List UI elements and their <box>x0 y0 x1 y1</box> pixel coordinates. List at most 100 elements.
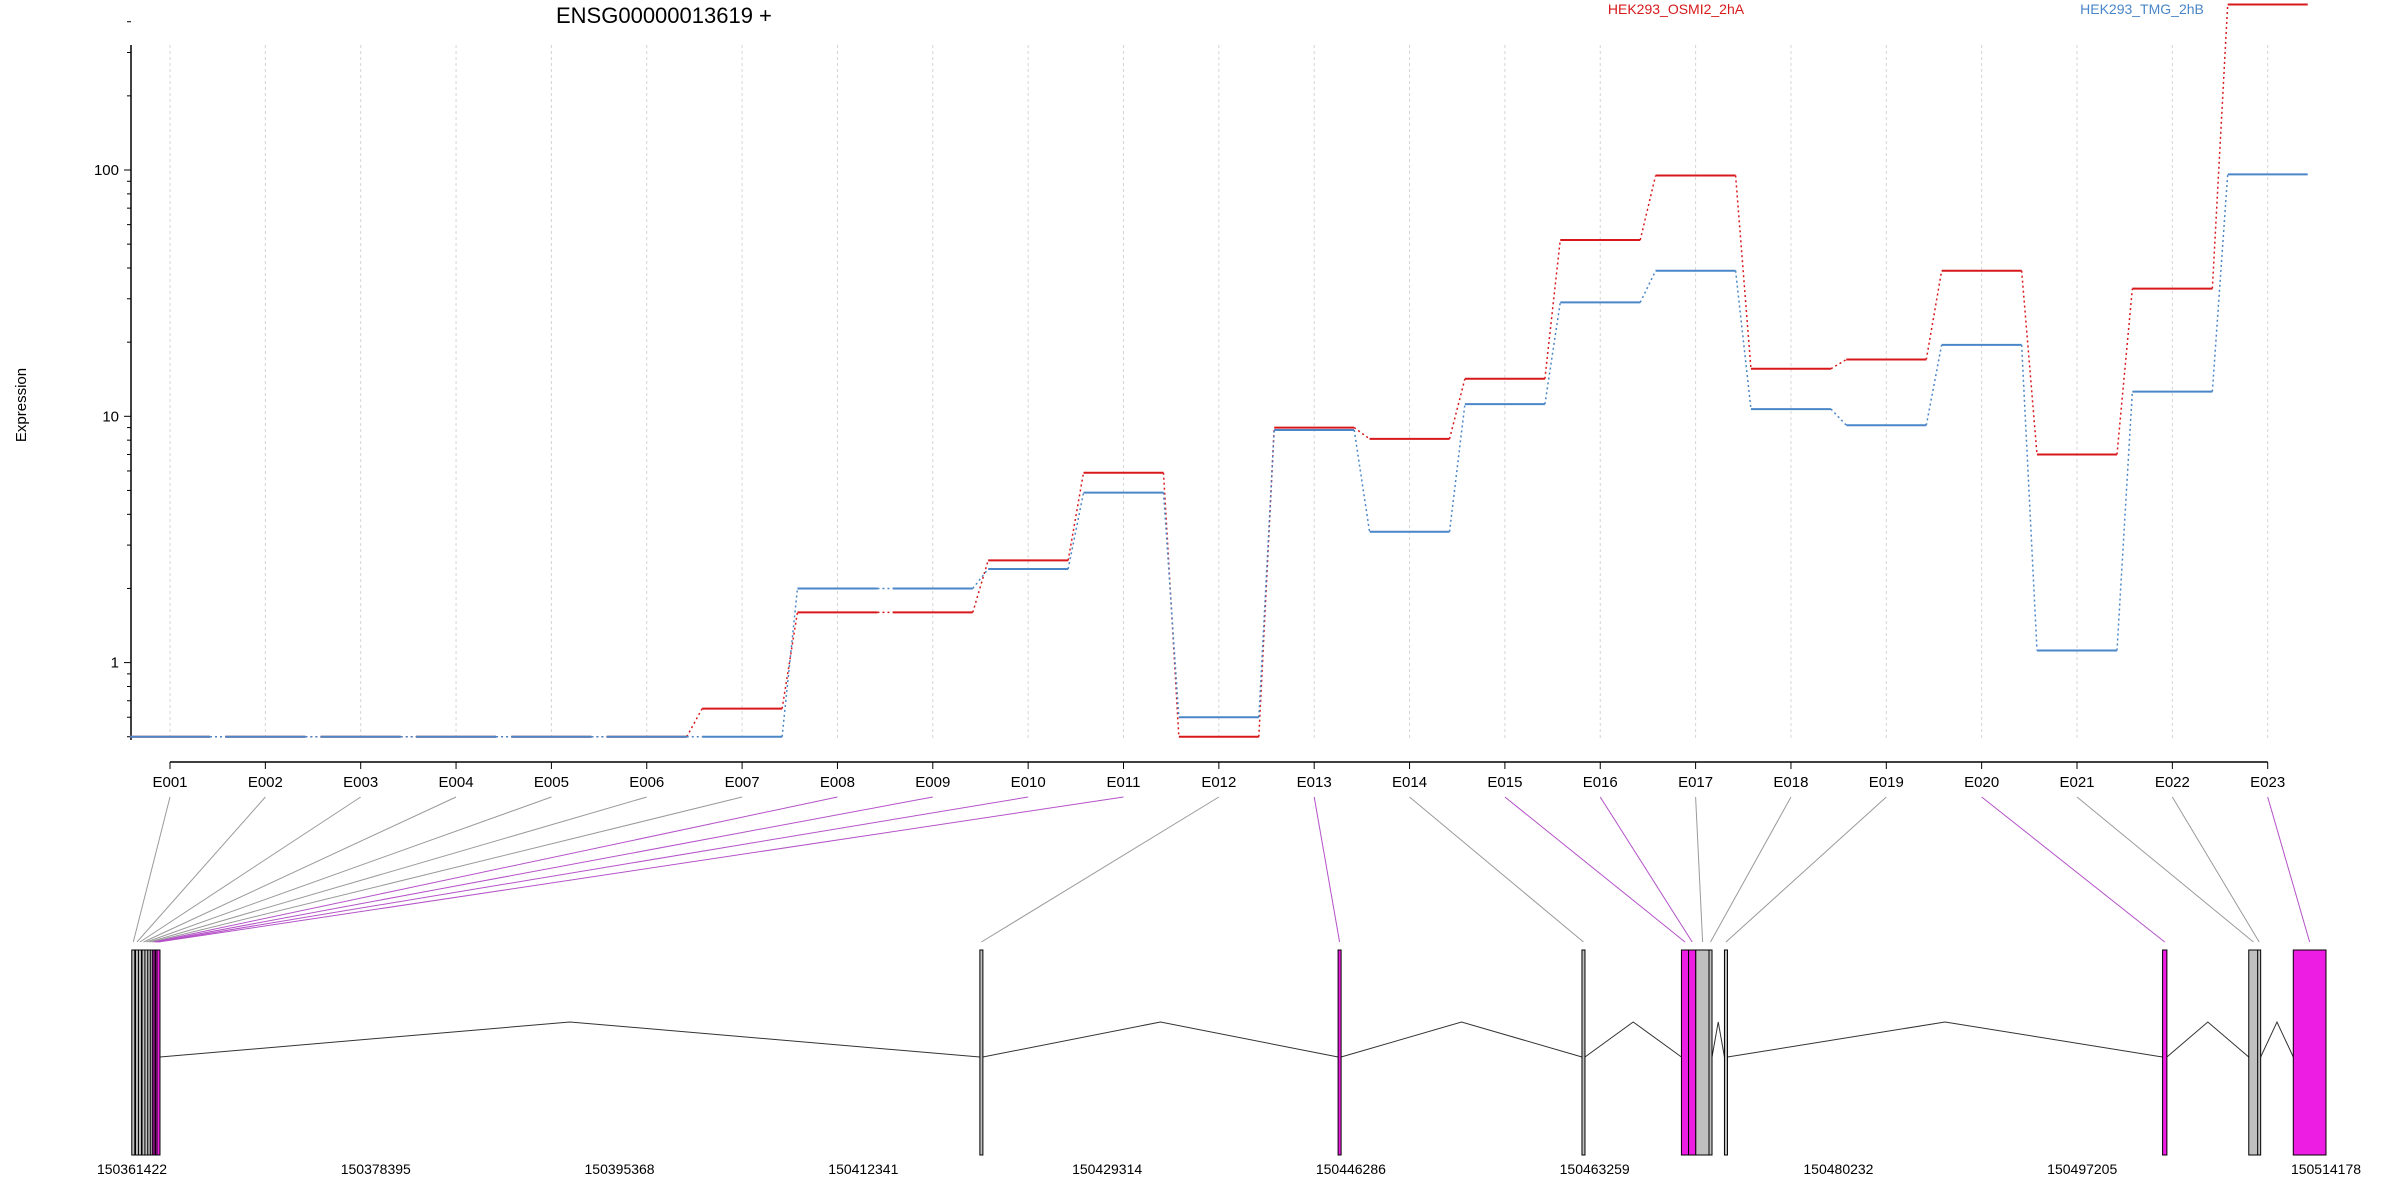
exon-label-E023: E023 <box>2250 774 2285 791</box>
exon-label-E003: E003 <box>343 774 378 791</box>
chart-title: ENSG00000013619 + <box>556 3 772 28</box>
exon-label-E010: E010 <box>1011 774 1046 791</box>
exon-link-E014 <box>1409 796 1584 943</box>
exon-link-E015 <box>1504 796 1686 943</box>
exon-label-E012: E012 <box>1201 774 1236 791</box>
coordinate-label: 150378395 <box>341 1161 411 1177</box>
exon-box-E014 <box>1581 949 1586 1156</box>
connector-line <box>1639 270 1657 303</box>
grid-lines <box>169 45 2269 740</box>
connector-line <box>2211 174 2229 392</box>
exon-link-E020 <box>1981 796 2166 943</box>
exon-label-E021: E021 <box>2059 774 2094 791</box>
connector-line <box>1448 404 1466 532</box>
exon-label-E001: E001 <box>152 774 187 791</box>
exon-box-E023 <box>2292 949 2327 1156</box>
exon-label-E022: E022 <box>2155 774 2190 791</box>
coordinate-label: 150497205 <box>2047 1161 2117 1177</box>
intron-line <box>982 1021 1339 1058</box>
connector-line <box>1448 378 1466 440</box>
exon-link-E022 <box>2171 796 2260 943</box>
exon-box-E012 <box>979 949 984 1156</box>
series-layer <box>130 3 2308 738</box>
exon-label-E016: E016 <box>1583 774 1618 791</box>
legend-entry-2: HEK293_TMG_2hB <box>2080 1 2204 17</box>
exon-label-E019: E019 <box>1869 774 1904 791</box>
exon-label-E017: E017 <box>1678 774 1713 791</box>
exon-link-E011 <box>158 796 1124 943</box>
connector-line <box>2020 270 2038 455</box>
connector-line <box>1544 302 1561 405</box>
connector-line <box>1830 408 1847 426</box>
y-axis: 1 10 100 <box>94 21 132 740</box>
connector-line <box>2211 4 2229 289</box>
connector-line <box>1353 426 1370 440</box>
connector-line <box>686 708 703 738</box>
connector-line <box>972 568 989 589</box>
exon-label-E011: E011 <box>1107 774 1141 791</box>
y-tick-label: 1 <box>111 655 119 672</box>
intron-line <box>2166 1021 2250 1058</box>
exon-label-E009: E009 <box>915 774 950 791</box>
exon-label-E015: E015 <box>1487 774 1522 791</box>
exon-label-E020: E020 <box>1964 774 1999 791</box>
exon-label-E018: E018 <box>1773 774 1808 791</box>
connector-line <box>1734 175 1752 369</box>
connector-line <box>1258 429 1275 718</box>
exon-box-E019 <box>1723 949 1728 1156</box>
intron-line <box>1711 1021 1725 1058</box>
exon-label-E004: E004 <box>439 774 474 791</box>
exon-link-E008 <box>153 796 838 943</box>
exon-box-E016 <box>1688 949 1697 1156</box>
exon-link-E004 <box>143 796 457 943</box>
coordinate-label: 150446286 <box>1316 1161 1386 1177</box>
exon-link-E021 <box>2076 796 2254 943</box>
connector-line <box>1162 472 1180 737</box>
exon-label-E006: E006 <box>629 774 664 791</box>
connector-line <box>1258 427 1275 737</box>
exon-link-E016 <box>1599 796 1693 943</box>
exon-link-E019 <box>1725 796 1887 943</box>
connector-line <box>2020 344 2038 651</box>
y-tick-label: 10 <box>102 408 119 425</box>
exon-box-E021 <box>2248 949 2259 1156</box>
coordinate-label: 150412341 <box>828 1161 898 1177</box>
exon-link-E010 <box>156 796 1029 943</box>
exon-label-E008: E008 <box>820 774 855 791</box>
exon-link-E023 <box>2267 796 2311 943</box>
intron-line <box>2260 1020 2294 1058</box>
exon-box-E003 <box>137 949 142 1156</box>
exon-link-E001 <box>132 796 171 943</box>
exon-link-E018 <box>1710 796 1792 943</box>
exon-box-E017 <box>1695 949 1710 1156</box>
exon-label-E002: E002 <box>248 774 283 791</box>
y-tick-label: 100 <box>94 162 119 179</box>
coordinate-label: 150395368 <box>585 1161 655 1177</box>
connector-line <box>1639 175 1657 241</box>
legend-entry-1: HEK293_OSMI2_2hA <box>1608 1 1745 17</box>
exon-link-E005 <box>146 796 552 943</box>
connector-line <box>1162 492 1180 718</box>
exon-label-E014: E014 <box>1392 774 1427 791</box>
connector-line <box>1925 270 1943 360</box>
exon-link-E002 <box>136 796 266 943</box>
exon-box-E022 <box>2257 949 2262 1156</box>
connector-line <box>1067 472 1085 561</box>
connector-line <box>2116 391 2134 651</box>
series-2 <box>130 173 2308 738</box>
exon-label-E007: E007 <box>725 774 760 791</box>
intron-line <box>1727 1021 2163 1058</box>
exon-link-E012 <box>981 796 1220 943</box>
coordinate-label: 150463259 <box>1560 1161 1630 1177</box>
coordinate-label: 150480232 <box>1803 1161 1873 1177</box>
x-axis: E001 E002 E003 E004 E005 E006 E007 E008 E009 E010… <box>152 761 2285 791</box>
exon-box-E011 <box>156 949 161 1156</box>
exon-link-E003 <box>139 796 361 943</box>
genomic-coordinate-axis: 150361422 150378395 150395368 150412341 1504… <box>97 1161 2361 1177</box>
exon-link-E013 <box>1313 796 1341 943</box>
legend: HEK293_OSMI2_2hA HEK293_TMG_2hB <box>1608 1 2204 17</box>
intron-line <box>159 1021 980 1058</box>
exon-box-E020 <box>2162 949 2168 1156</box>
coordinate-label: 150514178 <box>2291 1161 2361 1177</box>
connector-line <box>1830 358 1847 370</box>
